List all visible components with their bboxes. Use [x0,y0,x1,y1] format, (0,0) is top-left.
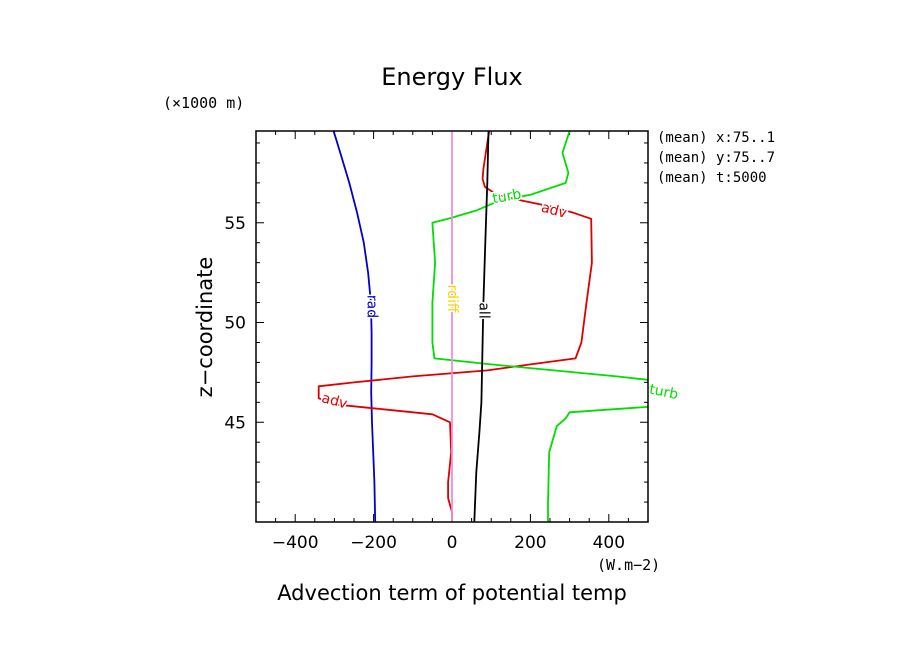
x-unit-label: (W.m−2) [597,556,660,574]
series-label-adv: adv [320,390,349,412]
chart-title: Energy Flux [381,63,523,91]
series-label-rdiff: rdiff [444,285,460,313]
x-axis-label: Advection term of potential temp [277,581,627,605]
series-lines [317,131,648,522]
plot-frame [255,130,649,523]
info-line: (mean) y:75..7 [657,150,775,166]
series-line-rad [332,131,377,522]
axis-ticks: −400 −200 0 200 400 45 50 55 [224,131,649,553]
y-tick-label: 55 [224,214,246,234]
series-label-turb: turb [491,186,522,207]
info-line: (mean) t:5000 [657,170,767,186]
x-tick-label: 200 [514,533,546,553]
y-axis-label: z−coordinate [193,257,217,398]
x-tick-label: −400 [272,533,319,553]
x-tick-label: −200 [350,533,397,553]
series-line-all [473,131,490,522]
x-tick-label: 400 [593,533,625,553]
series-label-all: all [475,302,491,318]
series-label-turb: turb [648,381,680,403]
series-label-rad: rad [364,295,380,318]
series-label-adv: adv [539,200,568,222]
info-panel: (mean) x:75..1 (mean) y:75..7 (mean) t:500… [657,130,775,186]
y-unit-label: (×1000 m) [163,94,244,112]
x-tick-label: 0 [447,533,458,553]
y-tick-label: 50 [224,314,246,334]
series-line-turb [431,131,648,522]
y-tick-label: 45 [224,413,246,433]
info-line: (mean) x:75..1 [657,130,775,146]
series-line-adv [317,131,593,522]
